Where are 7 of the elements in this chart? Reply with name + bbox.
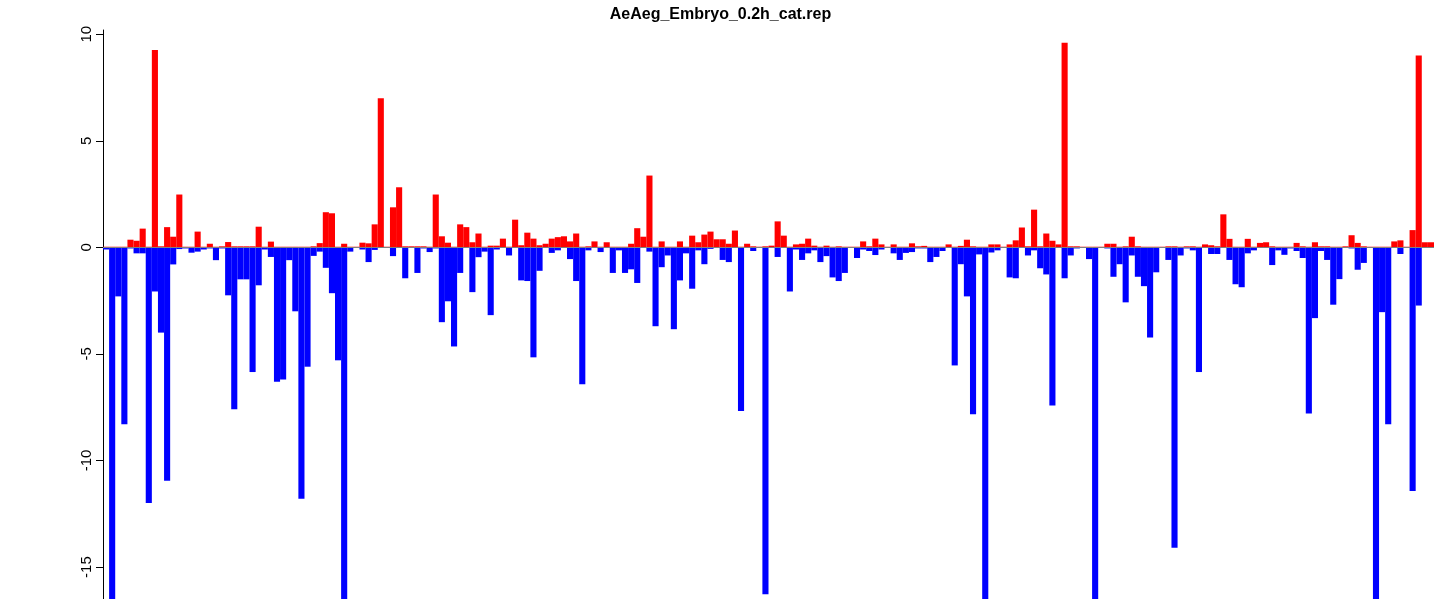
y-tick-label: -15 (77, 556, 94, 578)
y-tick-label: -5 (77, 347, 94, 361)
chart-title: AeAeg_Embryo_0.2h_cat.rep (609, 4, 832, 22)
y-tick-label: 0 (77, 243, 94, 252)
y-tick-label: -10 (77, 449, 94, 472)
y-tick-label: 10 (77, 25, 94, 43)
y-tick-label: 5 (77, 136, 94, 145)
